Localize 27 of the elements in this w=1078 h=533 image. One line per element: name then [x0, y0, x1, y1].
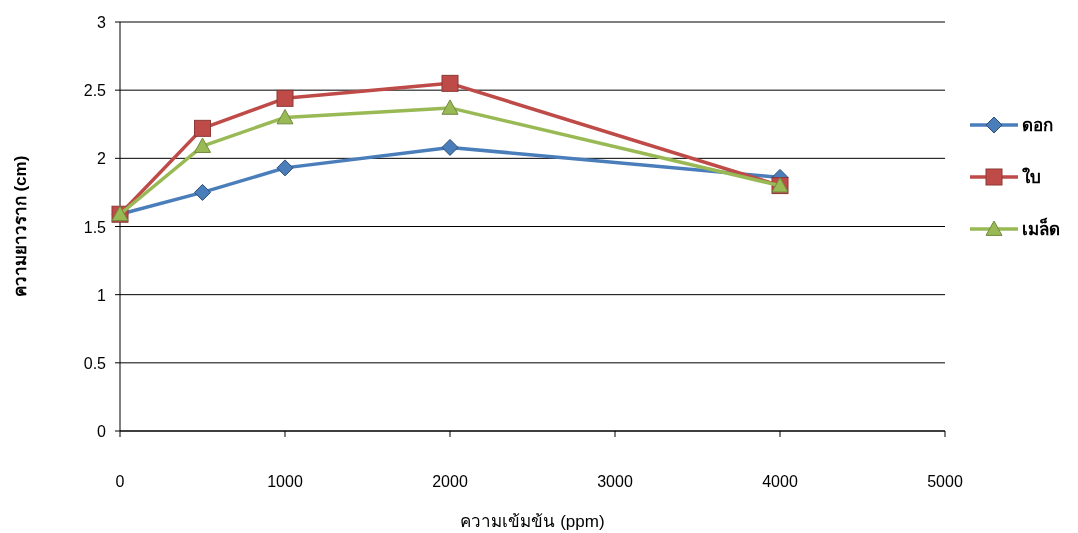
point [194, 137, 211, 153]
y-tick-label: 3 [97, 14, 107, 31]
y-axis-title: ความยาวราก (cm) [11, 155, 30, 298]
point [276, 108, 294, 125]
x-tick-label: 1000 [267, 473, 303, 490]
point [276, 159, 294, 177]
x-tick-label: 0 [115, 473, 125, 490]
x-axis-title: ความเข้มข้น (ppm) [460, 512, 605, 531]
y-tick-label: 0 [97, 423, 107, 440]
point [194, 183, 211, 201]
y-tick-label: 1 [97, 286, 107, 304]
point [441, 138, 459, 156]
x-tick-label: 2000 [432, 473, 468, 490]
x-tick-label: 4000 [762, 473, 798, 490]
point [276, 89, 294, 107]
point [441, 99, 459, 115]
point [441, 74, 459, 92]
point [194, 119, 211, 137]
y-tick-label: 2 [97, 150, 107, 168]
y-tick-label: 1.5 [83, 218, 107, 236]
y-tick-label: 0.5 [83, 354, 107, 372]
x-tick-label: 5000 [927, 473, 963, 490]
legend-label: เมล็ด [1022, 217, 1060, 239]
x-tick-label: 3000 [597, 473, 633, 490]
y-tick-label: 2.5 [83, 82, 107, 100]
legend-label: ดอก [1022, 116, 1053, 135]
legend-label: ใบ [1022, 167, 1041, 187]
